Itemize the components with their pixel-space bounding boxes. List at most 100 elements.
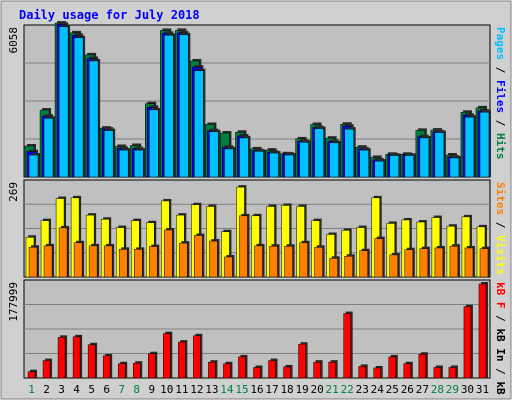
x-tick-label: 15 [235,383,248,396]
bar-pages [329,142,339,178]
bar-pages [359,149,369,178]
bar-kb-f [448,367,457,379]
x-tick-label: 1 [28,383,35,396]
bar-sites [118,249,128,278]
bar-kb-f [343,313,351,379]
x-tick-label: 31 [476,383,489,396]
x-tick-label: 18 [280,383,293,396]
panel-kbytes-y-label-part: / [494,315,507,328]
bar-kb-f [478,283,487,379]
bar-kb-f [132,362,141,379]
bar-sites [374,238,384,278]
bar-pages [449,157,460,178]
x-tick-label: 13 [205,383,218,396]
bar-sites [28,247,38,278]
bar-sites [149,246,158,278]
bar-sites [314,247,323,278]
panel-hits-y-label-part: Hits [494,133,507,160]
bar-kb-f [87,344,96,379]
x-tick-label: 20 [311,383,324,396]
bar-pages [314,128,324,178]
bar-pages [254,151,264,178]
x-tick-label: 12 [190,383,203,396]
bar-pages [464,116,475,178]
bar-pages [88,60,99,178]
x-tick-label: 6 [103,383,110,396]
bar-kb-f [403,363,412,379]
bar-pages [43,118,54,178]
panel-kbytes: 177999 kB F / kB In / kB Out [7,279,507,405]
bar-pages [239,137,249,178]
bar-sites [194,235,203,278]
bar-kb-f [373,367,382,379]
bar-sites [359,250,368,278]
x-tick-label: 11 [175,383,188,396]
bar-kb-f [72,336,81,379]
panel-kbytes-y-label: kB F / kB In / kB Out [494,282,507,400]
bar-sites [209,240,218,278]
bar-kb-f [117,363,126,379]
bar-sites [133,249,143,278]
bar-kb-f [238,356,246,379]
panel-hits-y-label-part: Files [494,80,507,120]
panel-hits-y-label-part: / [494,120,507,133]
bar-pages [133,149,144,178]
bar-pages [284,154,294,178]
x-tick-label: 16 [250,383,263,396]
bar-pages [479,112,490,178]
bar-sites [239,215,248,278]
bar-sites [43,245,53,278]
bar-sites [449,245,459,278]
x-tick-label: 25 [386,383,399,396]
bar-sites [58,227,68,278]
bar-pages [28,154,39,178]
bar-sites [88,245,98,278]
bar-pages [179,34,189,178]
bar-kb-f [163,333,171,379]
bar-pages [164,35,174,178]
panel-hits-y-label-part: Pages [494,27,507,67]
bar-sites [164,229,173,278]
panel-visits-y-label-part: Visits [494,235,507,275]
bar-sites [299,242,308,278]
bar-sites [464,247,474,278]
bar-pages [194,70,204,178]
bar-sites [284,245,293,278]
bar-sites [73,242,83,278]
bar-sites [479,248,489,278]
chart-title: Daily usage for July 2018 [19,8,200,22]
bar-sites [389,254,399,278]
bar-sites [344,256,353,278]
bar-kb-f [418,353,427,379]
bar-kb-f [268,360,276,379]
bar-kb-f [283,366,291,379]
bar-kb-f [358,366,366,379]
bar-pages [224,148,234,178]
panel-kbytes-y-label-part: kB In [494,328,507,368]
bar-kb-f [42,360,51,379]
x-tick-label: 21 [326,383,339,396]
panel-kbytes-y-label-part: / [494,368,507,381]
bar-pages [103,130,114,178]
bar-kb-f [27,371,36,379]
bar-sites [103,245,113,278]
bar-pages [299,142,309,178]
panel-kbytes-max-label: 177999 [7,282,20,322]
bar-sites [419,248,429,278]
panel-visits: 269 Sites / Visits [7,179,507,278]
bar-pages [434,132,445,178]
x-tick-label: 26 [401,383,414,396]
bar-kb-f [433,367,442,379]
bar-sites [269,245,278,278]
x-tick-label: 23 [356,383,369,396]
x-tick-label: 8 [133,383,140,396]
bar-kb-f [388,356,397,379]
panel-visits-y-label-part: Sites [494,182,507,222]
x-tick-label: 19 [295,383,308,396]
panel-hits: 6058 Pages / Files / Hits [7,21,507,178]
x-tick-label: 5 [88,383,95,396]
x-tick-label: 28 [431,383,444,396]
bar-kb-f [313,361,321,379]
